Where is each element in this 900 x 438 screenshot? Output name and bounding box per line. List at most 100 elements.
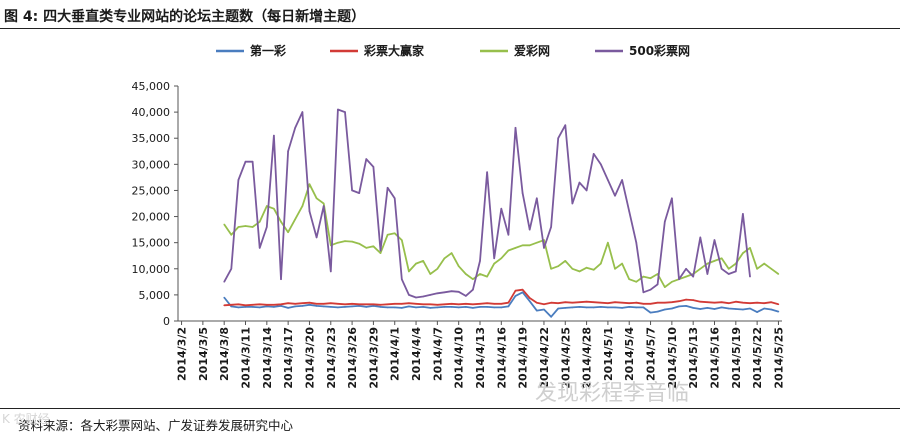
data-point: [230, 234, 233, 236]
data-point: [372, 245, 375, 248]
data-point: [528, 300, 531, 303]
x-tick-label: 2014/5/4: [623, 327, 636, 381]
data-point: [550, 316, 552, 318]
data-point: [351, 303, 353, 305]
data-point: [521, 192, 524, 194]
data-point: [237, 306, 240, 309]
data-point: [749, 247, 751, 249]
data-point: [749, 302, 751, 305]
data-point: [571, 268, 574, 270]
data-point: [330, 306, 332, 308]
data-point: [294, 127, 297, 129]
data-point: [443, 306, 446, 308]
data-point: [749, 307, 751, 310]
data-point: [699, 268, 702, 270]
data-point: [528, 297, 531, 299]
data-point: [379, 306, 382, 308]
data-point: [706, 262, 709, 265]
x-tick-label: 2014/3/2: [176, 327, 189, 381]
data-point: [742, 308, 744, 311]
data-point: [536, 309, 538, 312]
x-tick-label: 2014/3/17: [282, 327, 295, 389]
data-point: [628, 210, 630, 213]
data-point: [365, 306, 368, 308]
data-point: [273, 304, 275, 306]
data-point: [699, 236, 702, 239]
data-point: [443, 291, 446, 294]
data-point: [621, 262, 623, 265]
data-point: [600, 306, 602, 308]
data-point: [372, 305, 375, 307]
data-point: [486, 275, 488, 278]
data-point: [415, 262, 417, 265]
data-point: [237, 226, 240, 228]
data-point: [727, 302, 730, 305]
x-tick-label: 2014/4/25: [559, 327, 572, 389]
y-tick-label: 15,000: [132, 237, 171, 250]
x-tick-label: 2014/5/13: [687, 327, 700, 389]
data-point: [422, 303, 425, 306]
data-point: [237, 303, 240, 306]
data-point: [621, 307, 623, 309]
data-point: [713, 260, 716, 262]
data-point: [465, 273, 467, 275]
data-point: [656, 310, 659, 313]
data-point: [557, 137, 559, 139]
data-point: [720, 306, 723, 309]
data-point: [521, 244, 524, 247]
data-point: [358, 303, 361, 306]
data-point: [614, 268, 616, 270]
data-point: [486, 171, 488, 173]
watermark-left: K 农财经: [2, 412, 50, 426]
data-point: [408, 294, 410, 296]
data-point: [486, 306, 488, 308]
data-point: [756, 311, 758, 313]
chart-legend: 第一彩 彩票大赢家 爱彩网 500彩票网: [216, 43, 690, 58]
data-point: [528, 228, 531, 231]
data-point: [699, 300, 702, 303]
data-point: [401, 239, 403, 241]
data-point: [266, 305, 268, 308]
data-point: [457, 306, 460, 309]
data-point: [393, 232, 396, 235]
data-point: [408, 270, 410, 273]
data-point: [592, 306, 595, 309]
data-point: [656, 301, 659, 304]
data-point: [322, 205, 325, 207]
data-point: [628, 302, 630, 305]
data-point: [351, 305, 353, 308]
legend-label-3: 爱彩网: [514, 43, 550, 58]
data-point: [692, 307, 694, 309]
x-tick-label: 2014/3/8: [218, 327, 231, 381]
x-tick-label: 2014/5/1: [602, 327, 615, 381]
data-point: [258, 221, 261, 223]
data-point: [500, 257, 503, 260]
line-chart: 第一彩 彩票大赢家 爱彩网 500彩票网 0 5,000 10,000 15,000 20,0…: [132, 43, 786, 389]
data-point: [393, 303, 396, 305]
data-point: [379, 249, 382, 252]
data-point: [351, 240, 353, 243]
data-point: [401, 307, 403, 309]
data-point: [258, 303, 261, 306]
data-point: [472, 278, 474, 280]
data-point: [244, 304, 247, 307]
y-tick-label: 20,000: [132, 211, 171, 224]
series-line-3: [223, 183, 779, 289]
data-point: [301, 305, 304, 307]
x-tick-label: 2014/4/1: [389, 327, 402, 381]
data-point: [372, 303, 375, 306]
data-point: [322, 202, 325, 205]
data-point: [450, 252, 453, 254]
data-point: [301, 111, 304, 113]
data-point: [656, 283, 659, 286]
data-point: [685, 275, 687, 278]
data-point: [564, 124, 567, 126]
data-point: [564, 307, 567, 309]
data-point: [521, 291, 524, 294]
data-point: [592, 301, 595, 304]
data-point: [671, 301, 673, 304]
data-point: [230, 305, 233, 308]
series-line-2: [224, 288, 779, 307]
data-point: [422, 295, 425, 298]
x-tick-label: 2014/3/5: [197, 327, 210, 381]
